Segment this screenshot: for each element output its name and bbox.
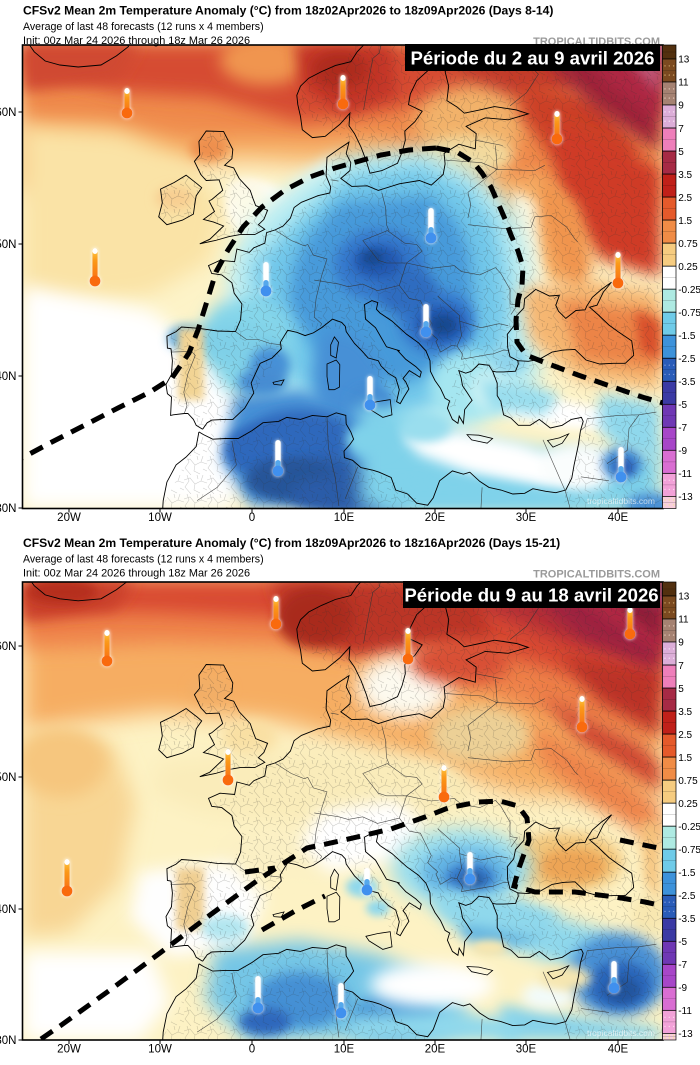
- svg-text:0.75: 0.75: [678, 239, 698, 250]
- svg-text:7: 7: [678, 661, 684, 672]
- svg-text:-2.5: -2.5: [678, 891, 696, 902]
- svg-text:CFSv2 Mean 2m Temperature Anom: CFSv2 Mean 2m Temperature Anomaly (°C) f…: [23, 536, 560, 550]
- svg-text:-13: -13: [678, 492, 693, 503]
- svg-text:9: 9: [678, 101, 684, 112]
- svg-text:20E: 20E: [425, 1044, 446, 1056]
- svg-text:-0.75: -0.75: [678, 308, 700, 319]
- svg-text:0.75: 0.75: [678, 776, 698, 787]
- svg-text:5: 5: [678, 147, 684, 158]
- svg-text:-0.25: -0.25: [678, 285, 700, 296]
- svg-text:tropicaltidbits.com: tropicaltidbits.com: [587, 496, 655, 506]
- svg-text:40N: 40N: [0, 904, 17, 916]
- svg-text:30E: 30E: [516, 1044, 537, 1056]
- svg-text:tropicaltidbits.com: tropicaltidbits.com: [587, 1028, 655, 1038]
- svg-text:5: 5: [678, 684, 684, 695]
- svg-text:-1.5: -1.5: [678, 868, 696, 879]
- svg-text:-11: -11: [678, 469, 692, 480]
- svg-text:30N: 30N: [0, 1035, 17, 1047]
- svg-text:-11: -11: [678, 1006, 692, 1017]
- svg-text:30E: 30E: [516, 512, 537, 524]
- svg-text:10W: 10W: [148, 512, 172, 524]
- svg-text:10W: 10W: [148, 1044, 172, 1056]
- svg-text:-13: -13: [678, 1029, 693, 1040]
- svg-text:0: 0: [249, 1044, 255, 1056]
- svg-text:Average of last 48 forecasts (: Average of last 48 forecasts (12 runs x …: [23, 554, 264, 566]
- svg-text:50N: 50N: [0, 772, 17, 784]
- svg-text:60N: 60N: [0, 107, 17, 119]
- svg-text:3.5: 3.5: [678, 170, 692, 181]
- svg-text:40E: 40E: [608, 512, 629, 524]
- svg-text:Période du 2 au 9 avril 2026: Période du 2 au 9 avril 2026: [411, 48, 655, 69]
- svg-text:13: 13: [678, 592, 690, 603]
- svg-text:10E: 10E: [334, 1044, 355, 1056]
- svg-text:2.5: 2.5: [678, 193, 692, 204]
- svg-text:20E: 20E: [425, 512, 446, 524]
- svg-text:50N: 50N: [0, 239, 17, 251]
- svg-text:-5: -5: [678, 937, 687, 948]
- svg-text:-9: -9: [678, 446, 687, 457]
- svg-text:-3.5: -3.5: [678, 914, 696, 925]
- svg-text:-1.5: -1.5: [678, 331, 696, 342]
- svg-text:9: 9: [678, 638, 684, 649]
- svg-text:20W: 20W: [57, 512, 81, 524]
- svg-text:-0.25: -0.25: [678, 822, 700, 833]
- svg-text:0.25: 0.25: [678, 799, 698, 810]
- svg-text:40N: 40N: [0, 371, 17, 383]
- svg-text:60N: 60N: [0, 641, 17, 653]
- svg-text:Average of last 48 forecasts (: Average of last 48 forecasts (12 runs x …: [23, 21, 264, 33]
- svg-text:3.5: 3.5: [678, 707, 692, 718]
- svg-text:0.25: 0.25: [678, 262, 698, 273]
- svg-text:1.5: 1.5: [678, 753, 692, 764]
- svg-text:30N: 30N: [0, 503, 17, 515]
- svg-text:11: 11: [678, 615, 689, 626]
- svg-text:-2.5: -2.5: [678, 354, 696, 365]
- svg-text:-7: -7: [678, 423, 687, 434]
- svg-text:-5: -5: [678, 400, 687, 411]
- svg-text:1.5: 1.5: [678, 216, 692, 227]
- svg-text:7: 7: [678, 124, 684, 135]
- svg-text:-9: -9: [678, 983, 687, 994]
- svg-text:20W: 20W: [57, 1044, 81, 1056]
- svg-text:TROPICALTIDBITS.COM: TROPICALTIDBITS.COM: [533, 569, 660, 581]
- svg-text:-7: -7: [678, 960, 687, 971]
- svg-text:Init: 00z Mar 24 2026 through: Init: 00z Mar 24 2026 through 18z Mar 26…: [23, 35, 250, 47]
- svg-text:40E: 40E: [608, 1044, 629, 1056]
- svg-text:CFSv2 Mean 2m Temperature Anom: CFSv2 Mean 2m Temperature Anomaly (°C) f…: [23, 4, 553, 18]
- svg-text:10E: 10E: [334, 512, 355, 524]
- svg-text:13: 13: [678, 55, 690, 66]
- svg-text:-3.5: -3.5: [678, 377, 696, 388]
- svg-text:Init: 00z Mar 24 2026 through: Init: 00z Mar 24 2026 through 18z Mar 26…: [23, 568, 250, 580]
- svg-text:0: 0: [249, 512, 255, 524]
- svg-text:-0.75: -0.75: [678, 845, 700, 856]
- svg-text:Période du 9 au 18 avril 2026: Période du 9 au 18 avril 2026: [404, 585, 658, 606]
- svg-text:2.5: 2.5: [678, 730, 692, 741]
- svg-text:11: 11: [678, 78, 689, 89]
